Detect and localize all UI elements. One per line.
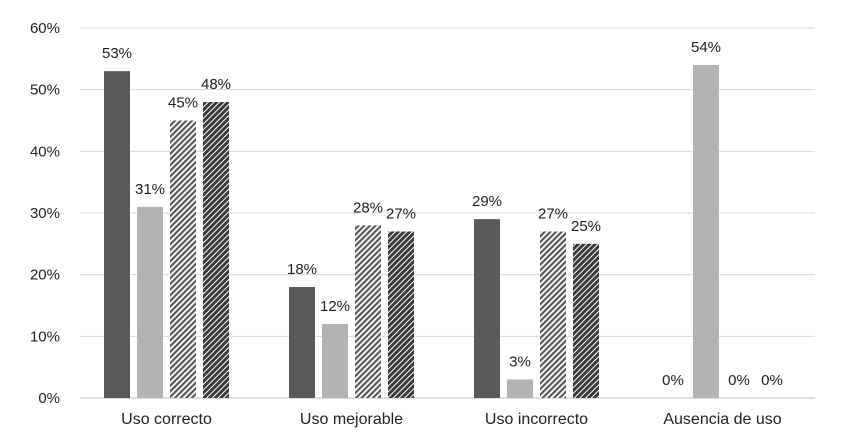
bar <box>322 324 348 398</box>
y-tick-label: 60% <box>30 20 60 37</box>
y-tick-label: 20% <box>30 267 60 284</box>
data-label: 3% <box>509 354 531 371</box>
category-label: Uso correcto <box>121 411 212 428</box>
bar <box>507 379 533 398</box>
y-tick-label: 10% <box>30 328 60 345</box>
category-label: Uso mejorable <box>300 411 403 428</box>
data-label: 27% <box>538 206 568 223</box>
bar <box>474 219 500 398</box>
y-tick-label: 30% <box>30 205 60 222</box>
data-label: 48% <box>201 76 231 93</box>
bars <box>104 65 719 399</box>
bar <box>388 231 414 398</box>
data-label: 53% <box>102 45 132 62</box>
data-label: 27% <box>386 206 416 223</box>
category-label: Uso incorrecto <box>485 411 588 428</box>
data-label: 29% <box>472 193 502 210</box>
data-label: 25% <box>571 218 601 235</box>
bar <box>104 71 130 399</box>
data-label: 45% <box>168 95 198 112</box>
bar <box>355 225 381 398</box>
y-tick-label: 40% <box>30 143 60 160</box>
y-axis-ticks: 0% 10% 20% 30% 40% 50% 60% <box>30 20 60 407</box>
bar <box>203 102 229 398</box>
category-label: Ausencia de uso <box>663 411 781 428</box>
data-label: 0% <box>728 372 750 389</box>
bar <box>170 120 196 398</box>
gridlines <box>80 27 815 399</box>
data-labels: 53%18%29%0%31%12%3%54%45%28% 27%0%48%27%2… <box>102 39 783 389</box>
bar <box>573 243 599 398</box>
data-label: 31% <box>135 181 165 198</box>
data-label: 54% <box>691 39 721 56</box>
bar <box>693 65 719 398</box>
data-label: 28% <box>353 199 383 216</box>
data-label: 18% <box>287 261 317 278</box>
bar <box>289 287 315 398</box>
data-label: 0% <box>761 372 783 389</box>
y-tick-label: 0% <box>38 390 60 407</box>
y-tick-label: 50% <box>30 82 60 99</box>
data-label: 0% <box>662 372 684 389</box>
data-label: 12% <box>320 298 350 315</box>
bar <box>137 206 163 398</box>
bar <box>540 231 566 398</box>
x-axis-categories: Uso correcto Uso mejorable Uso incorrecto A… <box>121 411 782 428</box>
